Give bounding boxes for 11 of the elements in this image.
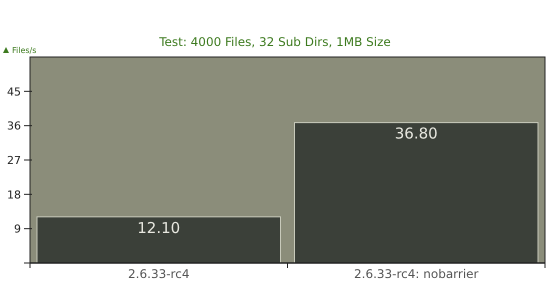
y-tick-label: 18 xyxy=(7,188,21,202)
y-tick-label: 36 xyxy=(7,120,21,133)
x-tick-label: 2.6.33-rc4 xyxy=(128,267,190,281)
y-tick-label: 27 xyxy=(7,154,21,167)
x-tick-label: 2.6.33-rc4: nobarrier xyxy=(354,267,479,281)
y-tick-label: 9 xyxy=(14,222,21,236)
y-tick-label: 45 xyxy=(7,85,21,98)
data-label: 12.10 xyxy=(137,218,180,237)
y-axis-title: Files/s xyxy=(12,46,36,55)
chart-subtitle: Test: 4000 Files, 32 Sub Dirs, 1MB Size xyxy=(158,35,391,49)
data-label: 36.80 xyxy=(394,124,438,143)
